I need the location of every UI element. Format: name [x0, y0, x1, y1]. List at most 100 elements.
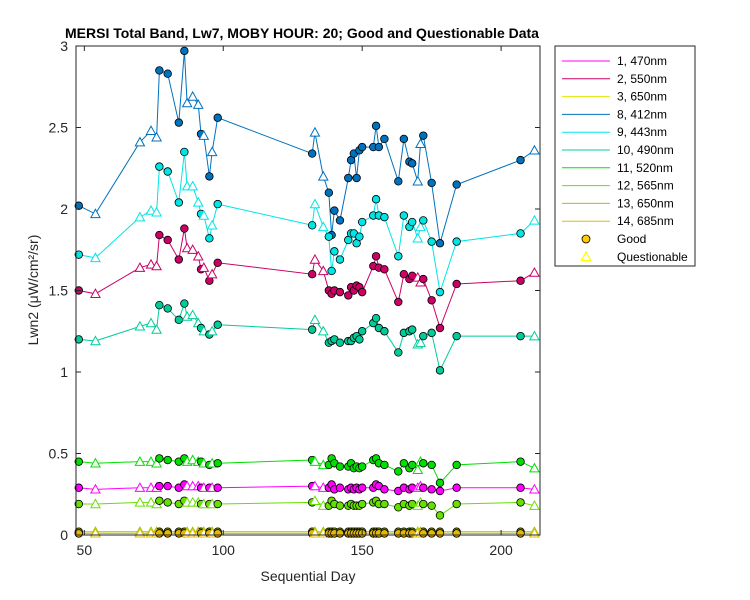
- good-point: [74, 250, 83, 259]
- questionable-point: [206, 268, 218, 279]
- questionable-point: [317, 170, 329, 181]
- questionable-point: [89, 252, 101, 263]
- questionable-point: [89, 483, 101, 494]
- questionable-point: [145, 125, 157, 135]
- good-point: [452, 529, 461, 538]
- good-point: [427, 328, 436, 338]
- good-point: [435, 529, 445, 538]
- good-point: [516, 457, 525, 466]
- legend-label-13-650nm: 13, 650nm: [617, 196, 674, 210]
- good-point: [380, 485, 389, 494]
- good-point: [371, 314, 381, 323]
- questionable-point: [206, 325, 218, 336]
- questionable-point: [145, 456, 157, 466]
- questionable-point: [415, 221, 426, 232]
- good-point: [516, 483, 525, 492]
- series-line: [78, 151, 535, 293]
- good-point: [335, 216, 345, 225]
- questionable-point: [187, 180, 199, 191]
- good-point: [335, 338, 345, 347]
- good-point: [427, 296, 436, 305]
- questionable-point: [145, 317, 157, 328]
- questionable-point: [412, 232, 424, 243]
- questionable-point: [309, 314, 321, 325]
- legend-label-good: Good: [617, 232, 646, 246]
- questionable-point: [309, 456, 321, 466]
- series-line: [78, 457, 535, 484]
- good-point: [452, 237, 461, 246]
- questionable-point: [187, 90, 199, 101]
- questionable-point: [412, 464, 424, 474]
- series-1-470nm: [74, 480, 540, 496]
- good-point: [419, 459, 428, 468]
- plot-series: [74, 46, 540, 538]
- y-tick-label: 1: [60, 364, 68, 380]
- good-point: [174, 118, 184, 127]
- good-point: [180, 147, 189, 157]
- good-point: [380, 460, 389, 470]
- good-point: [399, 270, 409, 279]
- questionable-point: [134, 262, 146, 272]
- questionable-point: [528, 214, 540, 225]
- good-point: [163, 167, 172, 176]
- questionable-point: [415, 337, 426, 347]
- good-point: [357, 217, 367, 227]
- y-tick-label: 3: [60, 38, 68, 54]
- questionable-point: [412, 175, 424, 186]
- good-point: [399, 459, 409, 468]
- good-point: [394, 467, 403, 476]
- series-9-443nm: [74, 147, 540, 297]
- questionable-point: [192, 196, 204, 207]
- good-point: [213, 459, 222, 468]
- good-point: [355, 335, 364, 344]
- good-point: [174, 255, 184, 264]
- series-line: [78, 50, 535, 244]
- questionable-point: [528, 462, 540, 473]
- good-point: [174, 198, 184, 207]
- series-13-650nm: [74, 526, 540, 536]
- questionable-point: [134, 496, 146, 507]
- good-point: [163, 235, 172, 245]
- good-point: [155, 66, 164, 75]
- good-point: [435, 486, 445, 496]
- questionable-point: [309, 480, 321, 491]
- good-point: [407, 460, 417, 470]
- good-point: [399, 211, 409, 220]
- good-point: [371, 195, 381, 204]
- good-point: [213, 320, 222, 329]
- good-point: [357, 287, 367, 297]
- good-point: [516, 276, 525, 285]
- good-point: [380, 134, 389, 144]
- good-point: [427, 460, 436, 470]
- good-point: [335, 287, 345, 297]
- good-point: [213, 499, 222, 509]
- good-point: [357, 142, 367, 152]
- good-point: [335, 483, 345, 492]
- good-point: [155, 300, 164, 310]
- legend: 1, 470nm 2, 550nm 3, 650nm 8, 412nm 9, 443nm…: [554, 45, 696, 267]
- questionable-point: [151, 260, 163, 271]
- good-point: [419, 499, 428, 509]
- questionable-point: [151, 206, 163, 217]
- good-point: [452, 499, 461, 509]
- questionable-point: [145, 258, 157, 269]
- questionable-point: [192, 250, 204, 261]
- good-point: [380, 265, 389, 274]
- good-point: [330, 206, 339, 215]
- questionable-point: [89, 498, 101, 509]
- questionable-point: [528, 266, 540, 277]
- y-tick-label: 1.5: [49, 283, 69, 299]
- questionable-point: [134, 456, 146, 466]
- good-point: [407, 325, 417, 334]
- questionable-point: [317, 221, 329, 232]
- good-point: [419, 274, 428, 284]
- good-point: [452, 460, 461, 470]
- good-point: [307, 149, 317, 158]
- good-point: [427, 485, 436, 494]
- questionable-point: [145, 496, 157, 507]
- legend-label-14-685nm: 14, 685nm: [617, 214, 674, 228]
- good-point: [205, 234, 214, 243]
- x-tick-label: 200: [489, 542, 513, 558]
- good-point: [155, 496, 164, 505]
- good-point: [163, 481, 172, 491]
